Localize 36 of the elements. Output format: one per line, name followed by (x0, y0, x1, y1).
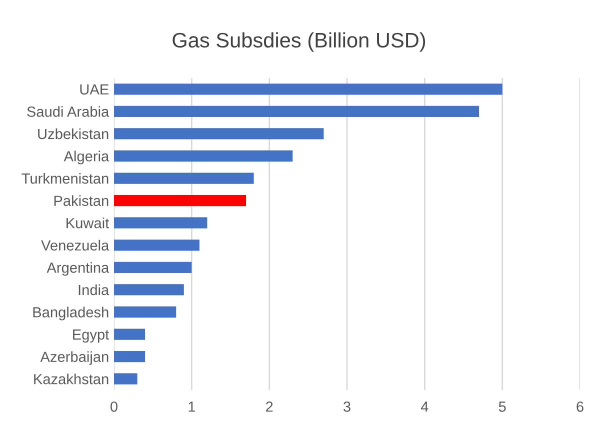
bar (114, 262, 192, 273)
x-tick-label: 3 (344, 401, 350, 412)
y-tick-label: Egypt (73, 330, 110, 343)
x-tick-label: 6 (576, 401, 584, 412)
bar (114, 217, 208, 228)
bar (114, 373, 138, 384)
x-tick-label: 2 (266, 401, 273, 412)
x-tick-label: 4 (420, 402, 428, 412)
bar (114, 128, 324, 140)
bar (114, 351, 146, 362)
y-tick-label: India (78, 284, 110, 296)
bar (114, 172, 254, 184)
bar (114, 84, 502, 95)
y-tick-label: Venezuela (41, 240, 110, 251)
x-tick-label: 5 (498, 402, 506, 412)
bar (114, 240, 200, 251)
y-tick-label: UAE (80, 84, 109, 95)
y-tick-label: Saudi Arabia (27, 106, 110, 117)
x-tick-label: 0 (110, 401, 118, 412)
y-tick-label: Uzbekistan (38, 128, 108, 140)
y-tick-label: Pakistan (54, 195, 108, 206)
y-tick-label: Kazakhstan (34, 374, 108, 384)
bar (114, 150, 293, 162)
x-tick-label: 1 (188, 402, 196, 412)
y-tick-label: Bangladesh (33, 306, 108, 320)
bar (114, 328, 146, 340)
bar (114, 195, 246, 206)
y-tick-label: Kuwait (66, 218, 110, 228)
y-tick-label: Azerbaijan (40, 351, 108, 365)
chart-title: Gas Subsdies (Billion USD) (172, 32, 426, 52)
y-tick-label: Algeria (64, 150, 110, 164)
y-tick-label: Turkmenistan (22, 173, 108, 184)
bar (114, 106, 480, 117)
bar (114, 284, 184, 296)
bar (114, 306, 176, 318)
y-tick-label: Argentina (46, 262, 110, 276)
